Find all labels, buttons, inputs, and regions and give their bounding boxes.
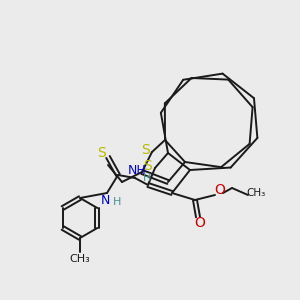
Text: S: S [142, 159, 152, 173]
Text: H: H [143, 173, 151, 183]
Text: S: S [141, 143, 149, 157]
Text: S: S [97, 146, 105, 160]
Text: CH₃: CH₃ [246, 188, 266, 198]
Text: CH₃: CH₃ [70, 254, 90, 264]
Text: N: N [100, 194, 110, 208]
Text: H: H [113, 197, 121, 207]
Text: O: O [214, 183, 225, 197]
Text: NH: NH [128, 164, 146, 176]
Text: O: O [195, 216, 206, 230]
